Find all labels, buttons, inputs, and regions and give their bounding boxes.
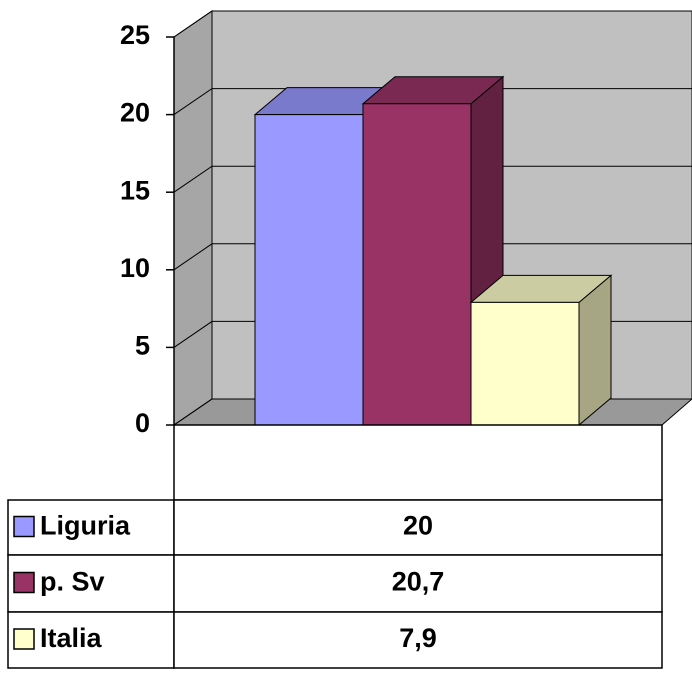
bar xyxy=(254,114,364,426)
y-tick-label: 0 xyxy=(135,408,150,438)
y-tick-label: 5 xyxy=(135,331,150,361)
y-tick-label: 20 xyxy=(120,98,150,128)
y-tick-label: 25 xyxy=(120,20,150,50)
table-value: 7,9 xyxy=(399,623,437,653)
table-value-cell xyxy=(173,499,663,556)
y-tick-label: 15 xyxy=(120,175,150,205)
table-header-cell xyxy=(173,424,663,501)
legend-swatch xyxy=(13,628,35,650)
table-value: 20,7 xyxy=(392,567,445,597)
grid-line xyxy=(173,243,692,271)
table-value: 20 xyxy=(403,511,433,541)
bar xyxy=(470,301,580,426)
table-value-cell xyxy=(173,611,663,669)
legend-swatch xyxy=(13,515,35,538)
bar xyxy=(362,103,472,426)
side-wall xyxy=(173,10,213,426)
y-tick-label: 10 xyxy=(120,253,150,283)
grid-line xyxy=(173,10,692,38)
table-value-cell xyxy=(173,554,663,613)
grid-line xyxy=(173,88,692,116)
legend-label: Italia xyxy=(40,623,103,653)
legend-label: p. Sv xyxy=(40,567,105,597)
table-label-cell xyxy=(7,611,175,669)
legend-label: Liguria xyxy=(40,511,131,541)
legend-swatch xyxy=(13,571,35,594)
grid-line xyxy=(173,165,692,193)
